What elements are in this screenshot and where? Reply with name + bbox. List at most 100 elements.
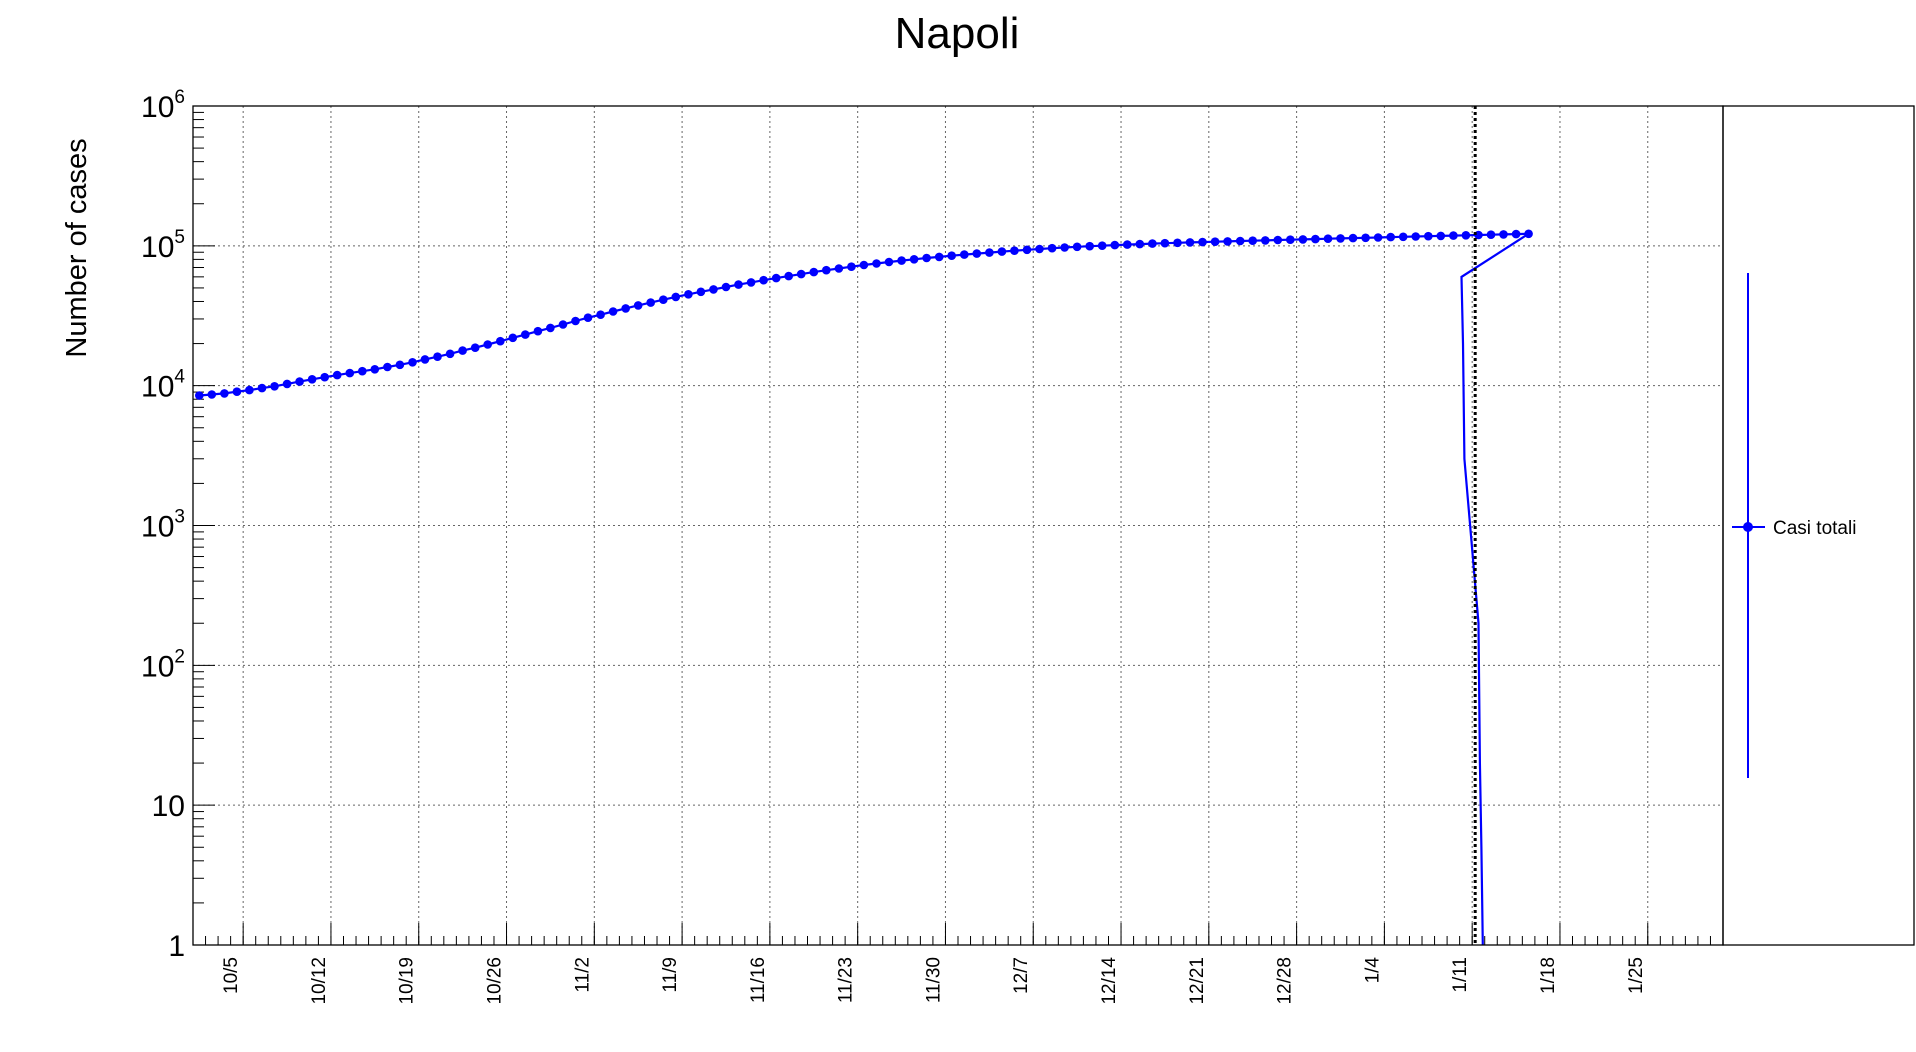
data-point [696,287,706,297]
data-point [659,295,668,305]
data-point [1210,237,1220,246]
data-point [934,252,944,262]
data-point [1160,238,1170,248]
data-point [897,256,906,265]
x-tick-label: 11/2 [572,957,593,993]
data-point [1173,238,1182,248]
grid [193,106,1723,945]
data-point [985,248,994,257]
data-point [1035,244,1044,254]
data-point [972,249,982,258]
data-point [1248,236,1257,245]
data-point [947,251,956,260]
data-point [759,275,768,285]
y-tick-label: 103 [141,507,185,544]
x-tick-label: 11/9 [660,957,681,993]
data-point [1499,230,1508,239]
data-point [1323,234,1333,243]
data-point [395,360,405,370]
y-tick-label: 104 [141,367,185,404]
data-point [1436,231,1446,241]
data-point [358,366,367,376]
y-tick-label: 1 [168,930,185,963]
data-point [207,390,217,399]
data-point [1449,231,1458,240]
data-point [295,377,304,386]
data-point [195,391,204,400]
data-point [784,271,793,281]
data-point [583,313,593,323]
data-point [847,262,856,272]
data-point [257,383,267,393]
data-point [470,343,480,353]
data-point [1411,232,1420,241]
data-point [922,253,931,263]
data-point [721,282,731,292]
data-point [370,365,380,374]
y-axis-label: Number of cases [61,138,93,357]
x-tick-label: 1/4 [1362,957,1383,984]
data-point [1486,230,1496,239]
data-point [232,387,242,397]
data-point [496,336,505,346]
data-point [796,269,806,279]
data-point [684,290,693,299]
data-point [1361,233,1370,243]
x-tick-label: 10/26 [485,957,506,1005]
y-axis-tick-labels: 1 10 102 103 104 105 106 [141,87,185,963]
chart-title: Napoli [895,9,1020,58]
data-point [1348,233,1358,243]
x-axis-tick-labels: 10/5 10/12 10/19 10/26 11/2 11/9 11/16 11/23 11/… [221,957,1647,1005]
data-point [1524,229,1533,239]
data-point [1060,243,1069,252]
data-point [884,257,894,267]
data-point [1185,238,1195,247]
axis-ticks [193,105,1711,946]
data-point [1072,242,1082,252]
data-point [1047,243,1057,253]
data-point [872,259,881,268]
x-tick-label: 10/12 [309,957,330,1005]
y-tick-label: 102 [141,646,185,683]
y-tick-label: 10 [152,790,185,823]
series-casi-totali [195,229,1533,946]
data-point [546,323,555,333]
x-tick-label: 12/21 [1187,957,1208,1005]
data-point [220,389,229,398]
x-tick-label: 1/11 [1450,957,1471,993]
legend-frame [1722,105,1915,946]
data-point [608,307,618,316]
x-tick-label: 11/16 [748,957,769,1003]
data-point [282,379,292,389]
data-point [633,301,643,310]
data-point [420,355,430,364]
data-point [734,280,743,289]
data-point [1148,239,1157,248]
data-point [859,260,869,270]
data-point [521,330,530,339]
data-point [1235,236,1245,246]
data-point [533,326,543,336]
data-point [1511,229,1521,239]
data-point [445,349,455,359]
y-tick-label: 106 [141,87,185,124]
data-point [383,362,392,372]
data-point [1010,246,1019,255]
data-point [345,368,355,378]
data-point [558,320,568,329]
data-point [1273,235,1283,245]
legend-marker [1743,522,1753,532]
data-point [960,250,969,259]
x-tick-label: 10/19 [397,957,418,1005]
data-point [709,285,718,294]
data-point [245,385,254,395]
data-point [596,310,605,320]
data-point [1298,235,1308,244]
data-point [1336,234,1345,243]
x-tick-label: 1/25 [1626,957,1647,994]
data-point [1135,239,1145,249]
data-point [332,370,342,380]
data-point [822,265,831,275]
data-point [746,278,756,287]
